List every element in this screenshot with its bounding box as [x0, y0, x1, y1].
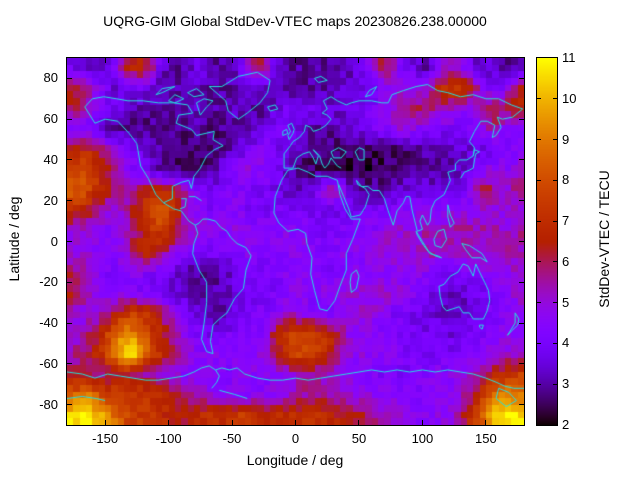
y-tick-mark-left: [67, 118, 72, 120]
chart-title: UQRG-GIM Global StdDev-VTEC maps 2023082…: [103, 13, 487, 29]
colorbar-axis-label: StdDev-VTEC / TECU: [596, 170, 612, 308]
y-tick-label: 80: [43, 70, 58, 86]
y-tick-label: 60: [43, 111, 58, 127]
x-tick-label: -50: [222, 431, 242, 446]
x-tick-mark-top: [168, 58, 170, 63]
y-tick-mark-left: [67, 159, 72, 161]
y-tick-mark-left: [67, 363, 72, 365]
y-tick-mark-left: [67, 200, 72, 202]
colorbar-tick-label: 10: [562, 90, 577, 106]
x-tick-mark-top: [104, 58, 106, 63]
colorbar-tick-mark-left: [537, 220, 541, 222]
colorbar-tick-mark-right: [553, 302, 557, 304]
y-tick-mark-right: [519, 281, 524, 283]
map-heatmap-canvas: [67, 58, 524, 425]
y-tick-mark-right: [519, 404, 524, 406]
colorbar-tick-mark-right: [553, 383, 557, 385]
x-tick-label: 150: [475, 431, 497, 446]
colorbar-tick-mark-left: [537, 383, 541, 385]
colorbar-tick-label: 3: [562, 376, 570, 392]
y-tick-label: -20: [39, 274, 58, 290]
y-tick-mark-right: [519, 118, 524, 120]
colorbar-tick-mark-left: [537, 302, 541, 304]
x-tick-mark-top: [421, 58, 423, 63]
colorbar-tick-mark-right: [553, 220, 557, 222]
colorbar-tick-mark-right: [553, 179, 557, 181]
y-tick-label: -60: [39, 355, 58, 371]
x-tick-mark-top: [485, 58, 487, 63]
y-tick-mark-left: [67, 241, 72, 242]
y-tick-mark-right: [519, 322, 524, 324]
y-tick-mark-right: [519, 241, 524, 242]
x-tick-label: 100: [411, 431, 434, 446]
colorbar-tick-mark-left: [537, 342, 541, 344]
x-tick-mark-bottom: [421, 420, 423, 425]
y-tick-mark-right: [519, 77, 524, 79]
x-tick-mark-top: [358, 58, 360, 63]
colorbar-frame: [536, 57, 558, 426]
y-tick-mark-right: [519, 363, 524, 365]
y-tick-mark-right: [519, 200, 524, 202]
colorbar-tick-mark-right: [553, 342, 557, 344]
x-tick-mark-bottom: [358, 420, 360, 425]
colorbar-tick-label: 6: [562, 253, 570, 269]
y-tick-label: 20: [43, 192, 58, 208]
x-tick-label: -100: [155, 431, 182, 446]
colorbar-tick-label: 11: [562, 50, 576, 65]
colorbar-tick-label: 7: [562, 213, 570, 229]
colorbar-tick-mark-left: [537, 98, 541, 100]
y-tick-label: 40: [43, 151, 58, 167]
colorbar-tick-label: 4: [562, 335, 570, 351]
x-tick-mark-top: [231, 58, 233, 63]
y-tick-label: -40: [39, 315, 58, 331]
x-tick-mark-bottom: [485, 420, 487, 425]
colorbar-tick-label: 9: [562, 131, 570, 147]
colorbar-tick-label: 8: [562, 172, 570, 188]
y-tick-mark-left: [67, 77, 72, 79]
x-tick-label: 0: [291, 431, 300, 446]
x-tick-label: 50: [351, 431, 367, 446]
colorbar-canvas: [537, 58, 557, 425]
x-tick-mark-bottom: [104, 420, 106, 425]
colorbar-tick-mark-left: [537, 139, 541, 141]
colorbar-tick-mark-left: [537, 261, 541, 263]
x-tick-mark-bottom: [231, 420, 233, 425]
y-tick-mark-left: [67, 281, 72, 283]
y-tick-mark-left: [67, 322, 72, 324]
colorbar-tick-mark-right: [553, 98, 557, 100]
y-tick-mark-left: [67, 404, 72, 406]
colorbar-tick-mark-right: [553, 261, 557, 263]
x-tick-mark-bottom: [168, 420, 170, 425]
colorbar-tick-label: 2: [562, 417, 570, 432]
y-tick-label: 0: [50, 233, 58, 249]
y-tick-label: -80: [39, 396, 58, 412]
x-tick-mark-top: [295, 58, 296, 63]
colorbar-tick-mark-right: [553, 139, 557, 141]
colorbar-tick-mark-left: [537, 179, 541, 181]
map-plot-frame: [66, 57, 525, 426]
x-tick-mark-bottom: [295, 420, 296, 425]
x-axis-label: Longitude / deg: [246, 452, 344, 468]
x-tick-label: -150: [92, 431, 119, 446]
y-tick-mark-right: [519, 159, 524, 161]
colorbar-tick-label: 5: [562, 294, 570, 310]
